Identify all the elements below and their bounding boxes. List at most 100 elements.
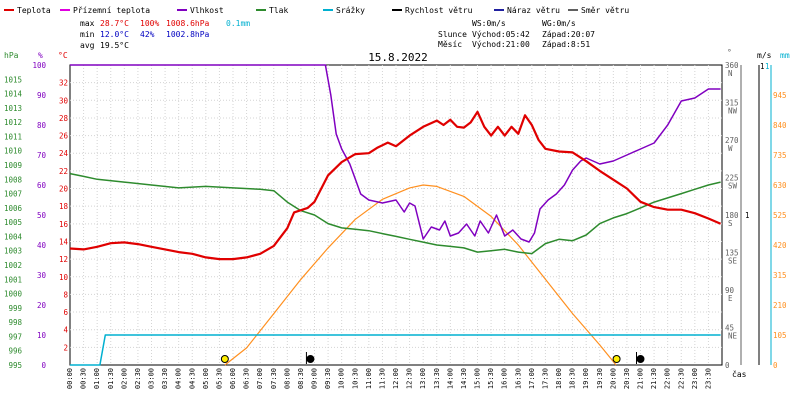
tick-label-hpa: 1013 bbox=[4, 104, 22, 113]
unit-wind: m/s bbox=[757, 51, 772, 60]
tick-label-temp: 10 bbox=[59, 273, 69, 282]
tick-label-hpa: 999 bbox=[8, 304, 22, 313]
unit-rain: mm bbox=[780, 51, 790, 60]
tick-label-x: 14:00 bbox=[446, 368, 454, 389]
tick-label-dir-name: W bbox=[728, 144, 733, 153]
tick-label-x: 01:00 bbox=[93, 368, 101, 389]
tick-label-x: 01:30 bbox=[107, 368, 115, 389]
tick-label-dir-name: N bbox=[728, 69, 733, 78]
tick-label-solar: 0 bbox=[773, 361, 778, 370]
tick-label-pct: 0 bbox=[41, 361, 46, 370]
unit-pct: % bbox=[38, 51, 43, 60]
tick-label-hpa: 1004 bbox=[4, 232, 23, 241]
tick-label-hpa: 1014 bbox=[4, 90, 23, 99]
tick-label-x: 21:30 bbox=[650, 368, 658, 389]
tick-label-x: 11:00 bbox=[365, 368, 373, 389]
legend-label: Teplota bbox=[17, 6, 51, 15]
grid bbox=[69, 64, 723, 366]
tick-label-solar: 105 bbox=[773, 331, 787, 340]
chart-title: 15.8.2022 bbox=[368, 51, 428, 64]
tick-label-hpa: 996 bbox=[8, 347, 22, 356]
tick-label-x: 17:00 bbox=[528, 368, 536, 389]
tick-label-x: 13:00 bbox=[419, 368, 427, 389]
tick-label-temp: 14 bbox=[59, 237, 69, 246]
tick-label-dir-name: E bbox=[728, 294, 733, 303]
tick-label-hpa: 998 bbox=[8, 318, 22, 327]
tick-label-x: 10:30 bbox=[351, 368, 359, 389]
legend-label: Přízemní teplota bbox=[73, 6, 150, 15]
tick-label-solar: 525 bbox=[773, 211, 787, 220]
legend-label: Náraz větru bbox=[507, 6, 560, 15]
x-axis-label: čas bbox=[732, 369, 747, 379]
tick-label-pct: 70 bbox=[37, 151, 47, 160]
tick-label-x: 15:30 bbox=[487, 368, 495, 389]
tick-label-pct: 60 bbox=[37, 181, 47, 190]
tick-label-solar: 945 bbox=[773, 91, 787, 100]
tick-label-x: 02:00 bbox=[120, 368, 128, 389]
tick-label-temp: 20 bbox=[59, 185, 69, 194]
tick-label-solar: 420 bbox=[773, 241, 787, 250]
legend: Teplota Přízemní teplota Vlhkost Tlak Srážky… bbox=[4, 6, 629, 15]
sun-marker-sunset bbox=[612, 355, 621, 363]
tick-label-pct: 30 bbox=[37, 271, 47, 280]
tick-label-hpa: 1015 bbox=[4, 75, 22, 84]
legend-label: Tlak bbox=[269, 6, 288, 15]
tick-label-hpa: 1012 bbox=[4, 118, 22, 127]
tick-label-x: 03:30 bbox=[161, 368, 169, 389]
tick-label-x: 19:30 bbox=[596, 368, 604, 389]
tick-label-dir: 315 bbox=[725, 99, 739, 108]
tick-label-x: 05:30 bbox=[215, 368, 223, 389]
tick-label-x: 23:00 bbox=[691, 368, 699, 389]
tick-label-x: 06:00 bbox=[229, 368, 237, 389]
tick-label-x: 07:30 bbox=[270, 368, 278, 389]
info-sun-rise: Východ:05:42 bbox=[472, 30, 530, 39]
tick-label-x: 04:30 bbox=[188, 368, 196, 389]
tick-label-hpa: 1006 bbox=[4, 204, 23, 213]
stat-avg-label: avg bbox=[80, 41, 95, 50]
tick-label-hpa: 1000 bbox=[4, 290, 23, 299]
stats-block: max 28.7°C 100% 1008.6hPa 0.1mm min 12.0… bbox=[80, 19, 250, 50]
sun-marker-sunrise bbox=[220, 355, 229, 363]
tick-label-temp: 8 bbox=[63, 290, 68, 299]
tick-label-x: 13:30 bbox=[433, 368, 441, 389]
tick-label-temp: 2 bbox=[63, 343, 68, 352]
tick-label-temp: 6 bbox=[63, 308, 68, 317]
info-moon-set: Západ:8:51 bbox=[542, 40, 590, 49]
tick-label-hpa: 1009 bbox=[4, 161, 22, 170]
info-sun-set: Západ:20:07 bbox=[542, 30, 595, 39]
tick-label-hpa: 1008 bbox=[4, 175, 23, 184]
info-block: WS:0m/s WG:0m/s Slunce Východ:05:42 Zápa… bbox=[438, 19, 595, 49]
tick-label-dir-name: SE bbox=[728, 257, 738, 266]
tick-label-hpa: 1005 bbox=[4, 218, 22, 227]
tick-label-x: 22:30 bbox=[677, 368, 685, 389]
stat-max-press: 1008.6hPa bbox=[166, 19, 210, 28]
tick-label-x: 20:00 bbox=[609, 368, 617, 389]
tick-label-x: 09:30 bbox=[324, 368, 332, 389]
tick-label-temp: 4 bbox=[63, 326, 68, 335]
tick-label-pct: 50 bbox=[37, 211, 47, 220]
tick-label-x: 02:30 bbox=[134, 368, 142, 389]
tick-label-x: 08:00 bbox=[283, 368, 291, 389]
tick-label-pct: 20 bbox=[37, 301, 47, 310]
stat-min-temp: 12.0°C bbox=[100, 30, 129, 39]
tick-label-dir-name: S bbox=[728, 219, 733, 228]
tick-label-x: 20:30 bbox=[623, 368, 631, 389]
tick-label-dir: 225 bbox=[725, 174, 739, 183]
tick-label-solar: 210 bbox=[773, 301, 787, 310]
tick-label-hpa: 997 bbox=[8, 332, 22, 341]
stat-max-hum: 100% bbox=[140, 19, 159, 28]
tick-label-dir: 90 bbox=[725, 286, 735, 295]
info-moon-label: Měsíc bbox=[438, 40, 462, 49]
tick-label-dir: 0 bbox=[725, 361, 730, 370]
tick-label-x: 09:00 bbox=[311, 368, 319, 389]
tick-label-temp: 30 bbox=[59, 96, 69, 105]
tick-label-x: 06:30 bbox=[243, 368, 251, 389]
tick-label-temp: 18 bbox=[59, 202, 69, 211]
tick-label-temp: 22 bbox=[59, 167, 68, 176]
unit-dir: ° bbox=[727, 48, 732, 57]
tick-label-x: 16:00 bbox=[501, 368, 509, 389]
tick-label-solar: 840 bbox=[773, 121, 787, 130]
tick-label-x: 00:00 bbox=[66, 368, 74, 389]
axes: 1015101410131012101110101009100810071006… bbox=[4, 61, 787, 389]
